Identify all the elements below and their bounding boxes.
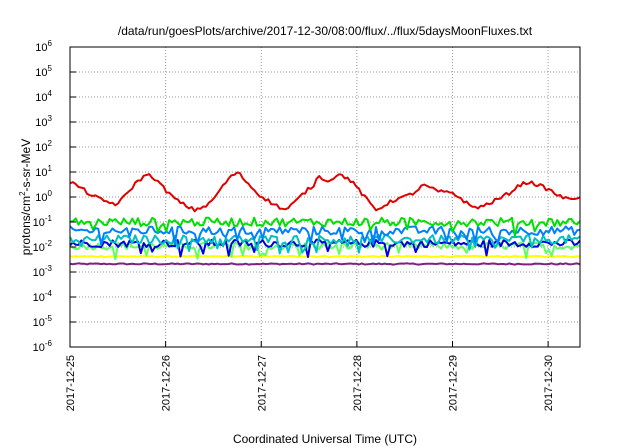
y-tick-label: 101 [35, 164, 52, 179]
y-tick-label: 10-2 [33, 239, 53, 254]
x-tick-label: 2017-12-28 [352, 355, 364, 411]
series-line [69, 225, 581, 246]
x-tick-label: 2017-12-30 [543, 355, 555, 411]
x-tick-label: 2017-12-25 [65, 355, 77, 411]
y-tick-label: 10-4 [33, 289, 53, 304]
x-tick-label: 2017-12-29 [448, 355, 460, 411]
series-line [69, 171, 581, 213]
series-line [69, 234, 581, 255]
series-line [69, 238, 581, 258]
grid [70, 47, 580, 347]
y-tick-label: 10-6 [33, 339, 53, 354]
x-axis-label: Coordinated Universal Time (UTC) [233, 432, 417, 446]
y-tick-label: 106 [35, 39, 52, 54]
y-tick-label: 10-5 [33, 314, 53, 329]
series-line [69, 262, 581, 266]
y-tick-label: 103 [35, 114, 52, 129]
y-tick-label: 104 [35, 89, 52, 104]
y-tick-label: 102 [35, 139, 52, 154]
x-ticks: 2017-12-25 2017-12-26 2017-12-27 2017-12-28… [65, 341, 555, 411]
chart-title: /data/run/goesPlots/archive/2017-12-30/0… [118, 24, 533, 38]
series-line [69, 216, 581, 237]
y-tick-label: 100 [35, 189, 52, 204]
y-tick-label: 10-1 [33, 214, 53, 229]
series-layer [69, 171, 581, 266]
y-axis-label: protons/cm2-s-sr-MeV [18, 139, 33, 255]
series-line [69, 254, 580, 258]
x-tick-label: 2017-12-27 [256, 355, 268, 411]
x-tick-label: 2017-12-26 [161, 355, 173, 411]
y-tick-label: 105 [35, 64, 52, 79]
y-ticks: 10-6 10-5 10-4 10-3 10-2 10-1 100 101 102 103 104 1… [33, 39, 76, 354]
y-tick-label: 10-3 [33, 264, 53, 279]
